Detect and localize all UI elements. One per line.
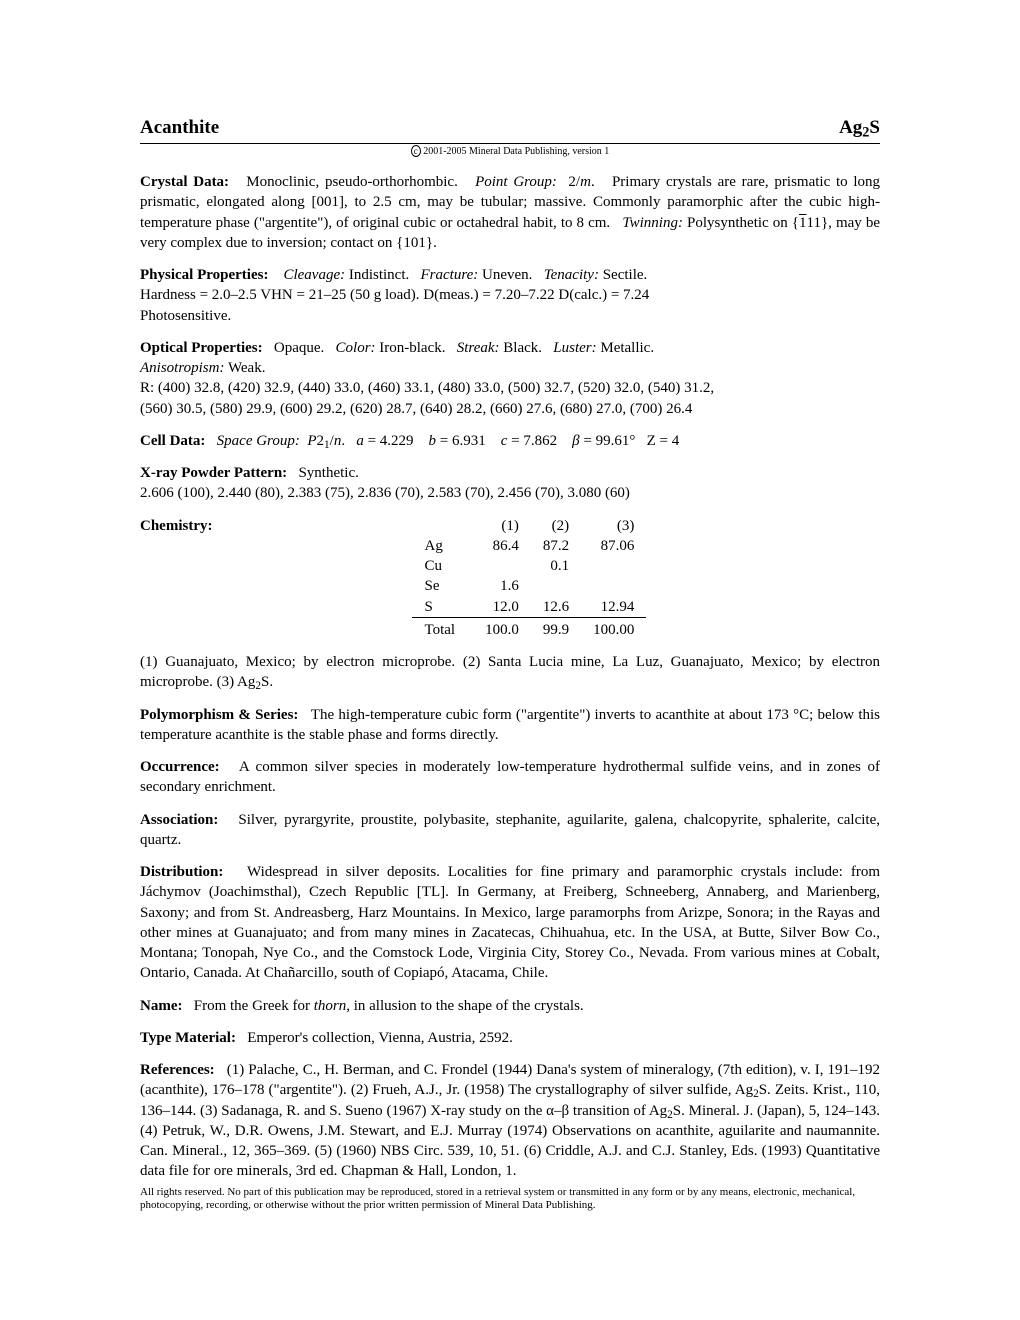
footer-rights: All rights reserved. No part of this pub…: [140, 1186, 880, 1214]
luster: Metallic.: [600, 340, 654, 356]
xray-label: X-ray Powder Pattern:: [140, 465, 287, 481]
reflectance-line2: (560) 30.5, (580) 29.9, (600) 29.2, (620…: [140, 401, 692, 417]
chemistry-table: (1) (2) (3) Ag86.487.287.06 Cu0.1 Se1.6 …: [412, 516, 646, 641]
fracture: Uneven.: [482, 267, 532, 283]
type-material-section: Type Material: Emperor's collection, Vie…: [140, 1028, 880, 1048]
color: Iron-black.: [379, 340, 445, 356]
cell-data-section: Cell Data: Space Group: P21/n. a = 4.229…: [140, 431, 880, 451]
association-text: Silver, pyrargyrite, proustite, polybasi…: [140, 812, 880, 848]
name-section: Name: From the Greek for thorn, in allus…: [140, 996, 880, 1016]
cleavage: Indistinct.: [349, 267, 409, 283]
tenacity-label: Tenacity:: [544, 267, 599, 283]
mineral-name: Acanthite: [140, 115, 219, 141]
occurrence-text: A common silver species in moderately lo…: [140, 759, 880, 795]
col-2: (2): [531, 516, 581, 536]
streak-label: Streak:: [457, 340, 500, 356]
xray-source: Synthetic.: [298, 465, 358, 481]
photosensitive: Photosensitive.: [140, 308, 231, 324]
physical-properties-section: Physical Properties: Cleavage: Indistinc…: [140, 265, 880, 326]
cell-label: Cell Data:: [140, 433, 205, 449]
streak: Black.: [503, 340, 542, 356]
crystal-system: Monoclinic, pseudo-orthorhombic.: [246, 174, 458, 190]
crystal-data-section: Crystal Data: Monoclinic, pseudo-orthorh…: [140, 172, 880, 253]
cell-params: a = 4.229 b = 6.931 c = 7.862 β = 99.61°…: [356, 433, 679, 449]
references-label: References:: [140, 1062, 215, 1078]
distribution-section: Distribution: Widespread in silver depos…: [140, 862, 880, 984]
chemistry-notes: (1) Guanajuato, Mexico; by electron micr…: [140, 652, 880, 693]
type-material-text: Emperor's collection, Vienna, Austria, 2…: [247, 1030, 513, 1046]
references-section: References: (1) Palache, C., H. Berman, …: [140, 1060, 880, 1182]
physical-label: Physical Properties:: [140, 267, 268, 283]
association-section: Association: Silver, pyrargyrite, proust…: [140, 810, 880, 851]
fracture-label: Fracture:: [421, 267, 479, 283]
anisotropism: Weak.: [228, 360, 266, 376]
table-header-row: (1) (2) (3): [412, 516, 646, 536]
tenacity: Sectile.: [603, 267, 648, 283]
name-text-a: From the Greek for: [194, 998, 314, 1014]
chemistry-label: Chemistry:: [140, 516, 212, 641]
occurrence-label: Occurrence:: [140, 759, 220, 775]
name-label: Name:: [140, 998, 182, 1014]
table-row: Cu0.1: [412, 556, 646, 576]
reflectance-line1: R: (400) 32.8, (420) 32.9, (440) 33.0, (…: [140, 380, 714, 396]
association-label: Association:: [140, 812, 218, 828]
xray-data: 2.606 (100), 2.440 (80), 2.383 (75), 2.8…: [140, 485, 630, 501]
name-ital: thorn: [314, 998, 347, 1014]
space-group: P: [307, 433, 316, 449]
anisotropism-label: Anisotropism:: [140, 360, 224, 376]
table-row: S12.012.612.94: [412, 597, 646, 618]
cleavage-label: Cleavage:: [283, 267, 345, 283]
optical-properties-section: Optical Properties: Opaque. Color: Iron-…: [140, 338, 880, 419]
occurrence-section: Occurrence: A common silver species in m…: [140, 757, 880, 798]
type-material-label: Type Material:: [140, 1030, 236, 1046]
header: Acanthite Ag2S: [140, 115, 880, 144]
opaque: Opaque.: [274, 340, 324, 356]
col-3: (3): [581, 516, 646, 536]
xray-section: X-ray Powder Pattern: Synthetic. 2.606 (…: [140, 463, 880, 504]
copyright-text: 2001-2005 Mineral Data Publishing, versi…: [423, 146, 609, 157]
space-group-label: Space Group:: [217, 433, 300, 449]
table-total-row: Total100.099.9100.00: [412, 617, 646, 640]
crystal-data-label: Crystal Data:: [140, 174, 229, 190]
polymorphism-label: Polymorphism & Series:: [140, 707, 298, 723]
optical-label: Optical Properties:: [140, 340, 263, 356]
name-text-b: , in allusion to the shape of the crysta…: [346, 998, 583, 1014]
hardness-line: Hardness = 2.0–2.5 VHN = 21–25 (50 g loa…: [140, 287, 649, 303]
luster-label: Luster:: [553, 340, 596, 356]
copyright-line: c 2001-2005 Mineral Data Publishing, ver…: [140, 145, 880, 159]
polymorphism-section: Polymorphism & Series: The high-temperat…: [140, 705, 880, 746]
table-row: Se1.6: [412, 576, 646, 596]
point-group: 2/m.: [563, 174, 595, 190]
chemistry-section: Chemistry: (1) (2) (3) Ag86.487.287.06 C…: [140, 516, 880, 641]
color-label: Color:: [336, 340, 376, 356]
distribution-label: Distribution:: [140, 864, 223, 880]
distribution-text: Widespread in silver deposits. Localitie…: [140, 864, 880, 981]
chemical-formula: Ag2S: [839, 115, 880, 141]
table-row: Ag86.487.287.06: [412, 536, 646, 556]
point-group-label: Point Group:: [475, 174, 557, 190]
twinning-label: Twinning:: [622, 215, 683, 231]
col-1: (1): [473, 516, 531, 536]
